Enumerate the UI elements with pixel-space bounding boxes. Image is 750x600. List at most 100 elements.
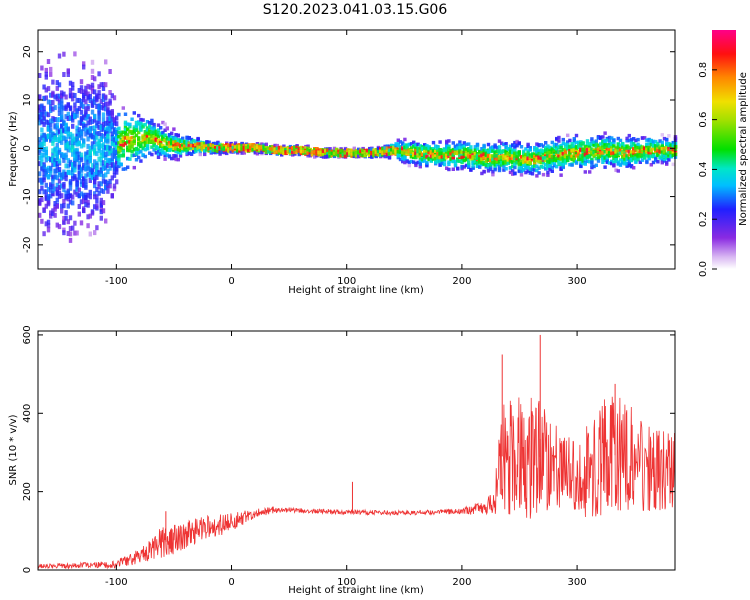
spectrogram-cell (660, 143, 664, 148)
spectrogram-cell (75, 230, 79, 236)
spectrogram-cell (310, 153, 315, 157)
spectrogram-cell (486, 158, 491, 162)
spectrogram-cell (563, 148, 568, 152)
spectrogram-cell (40, 218, 44, 224)
spectrogram-cell (51, 211, 55, 217)
spectrogram-cell (167, 133, 172, 138)
spectrogram-cell (176, 157, 180, 162)
spectrogram-cell (273, 147, 277, 152)
spectrogram-cell (82, 89, 86, 95)
spectrogram-cell (71, 81, 75, 87)
spectrogram-cell (64, 136, 68, 142)
spectrogram-cell (645, 144, 649, 149)
spectrogram-cell (117, 150, 121, 154)
spectrogram-cell (275, 143, 279, 148)
spectrogram-cell (440, 161, 444, 166)
spectrogram-cell (53, 174, 57, 180)
spectrogram-cell (55, 182, 59, 188)
spectrogram-cell (462, 152, 466, 157)
spectrogram-cell (557, 150, 561, 154)
spectrogram-cell (412, 144, 416, 149)
spectrogram-cell (629, 137, 634, 142)
spectrogram-cell (77, 160, 81, 166)
spectrogram-cell (546, 154, 550, 158)
spectrogram-cell (544, 158, 548, 163)
spectrogram-cell (480, 150, 484, 155)
spectrogram-cell (627, 153, 631, 157)
spectrogram-cell (49, 156, 53, 162)
spectrogram-cell (88, 194, 92, 200)
spectrogram-cell (66, 147, 70, 153)
spectrogram-cell (112, 162, 117, 168)
spectrogram-cell (596, 156, 601, 160)
spectrogram-cell (462, 165, 466, 169)
spectrogram-cell (607, 140, 612, 145)
spectrogram-cell (93, 159, 97, 165)
spectrogram-cell (449, 157, 453, 161)
spectrogram-cell (66, 102, 70, 108)
spectrogram-cell (669, 154, 673, 158)
spectrogram-cell (77, 193, 81, 199)
spectrogram-cell (306, 151, 310, 156)
spectrogram-cell (95, 104, 99, 109)
snr-y-tick-label: 400 (22, 404, 33, 423)
spectrogram-cell (460, 150, 464, 155)
spectrogram-cell (112, 95, 117, 101)
spectrogram-cell (493, 156, 497, 160)
spectrogram-cell (156, 152, 161, 156)
spectrogram-cell (128, 124, 132, 129)
spectrogram-cell (64, 171, 68, 177)
spectrogram-cell (99, 171, 103, 177)
spectrogram-cell (165, 136, 169, 140)
spectrogram-cell (73, 113, 77, 119)
spectrogram-cell (97, 110, 101, 116)
spectrogram-cell (544, 146, 548, 150)
spectrogram-cell (482, 156, 486, 160)
spectrogram-cell (156, 138, 161, 143)
spectrogram-cell (101, 208, 106, 214)
spectrogram-cell (200, 141, 205, 146)
spectrogram-cell (178, 151, 183, 155)
spectrogram-cell (233, 145, 238, 149)
spectrogram-cell (403, 137, 407, 142)
spectrogram-cell (57, 82, 62, 88)
spectrogram-cell (99, 168, 103, 174)
spectrogram-cell (447, 146, 451, 151)
snr-x-tick-label: 200 (452, 577, 471, 588)
spectrogram-cell (288, 151, 293, 156)
spectrogram-cell (374, 152, 378, 156)
spectrogram-cell (172, 143, 176, 147)
spectrogram-cell (403, 146, 407, 150)
spectrogram-cell (539, 143, 543, 147)
spectrogram-cell (258, 146, 262, 150)
spectrogram-cell (86, 120, 90, 126)
spectrogram-cell (418, 147, 422, 151)
spectrogram-cell (451, 141, 455, 145)
spectrogram-cell (152, 122, 156, 127)
spectrogram-cell (350, 148, 354, 152)
spectrogram-cell (506, 161, 510, 165)
spectrogram-cell (187, 141, 191, 146)
spectrogram-cell (104, 82, 108, 88)
spectrogram-cell (409, 159, 414, 164)
spectrogram-cell (546, 150, 550, 155)
spectrogram-cell (425, 146, 429, 151)
spectrogram-cell (275, 150, 279, 154)
spectrogram-cell (95, 203, 99, 209)
spectrogram-cell (544, 163, 548, 167)
spectrogram-cell (49, 71, 53, 77)
spectrogram-cell (667, 134, 671, 138)
spectrogram-cell (104, 179, 108, 185)
spectrogram-cell (141, 135, 145, 140)
spectrogram-cell (53, 124, 57, 130)
spectrogram-cell (97, 114, 101, 120)
spectrogram-cell (128, 140, 132, 144)
spectrogram-cell (68, 193, 73, 199)
spectrogram-cell (128, 137, 132, 141)
spectrogram-cell (416, 149, 420, 154)
spectrogram-cell (460, 153, 464, 157)
spectrogram-cell (607, 135, 612, 140)
spectrogram-cell (49, 165, 53, 171)
spectrogram-cell (93, 99, 97, 105)
spectrogram-cell (176, 138, 180, 142)
